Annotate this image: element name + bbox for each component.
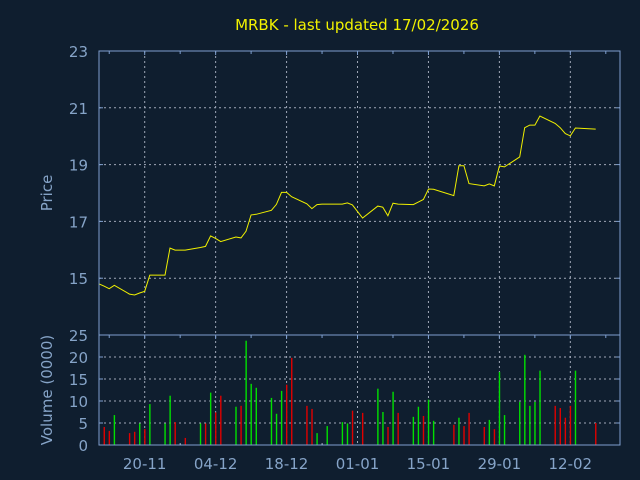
volume-tick-label: 0 — [78, 437, 88, 455]
volume-bar — [235, 406, 237, 445]
price-tick-label: 17 — [69, 213, 88, 231]
volume-tick-label: 15 — [69, 371, 88, 389]
volume-bar — [397, 412, 399, 445]
volume-axis-label: Volume (0000) — [38, 335, 56, 445]
volume-bar — [534, 401, 536, 445]
volume-bar — [458, 417, 460, 445]
price-grid — [99, 51, 620, 445]
volume-bar — [427, 399, 430, 445]
price-tick-label: 23 — [69, 43, 88, 61]
volume-bar — [103, 426, 105, 445]
volume-bar — [498, 371, 501, 445]
volume-bar — [554, 405, 556, 445]
price-tick-label: 15 — [69, 270, 88, 288]
volume-bar — [245, 340, 247, 445]
date-tick-label: 01-01 — [336, 455, 380, 473]
price-tick-label: 21 — [69, 100, 88, 118]
volume-bar — [240, 405, 242, 445]
volume-bar — [432, 420, 435, 445]
volume-bar — [270, 397, 273, 445]
volume-bar — [139, 423, 141, 445]
volume-bar — [361, 412, 364, 445]
volume-bar — [524, 354, 526, 445]
volume-bar — [422, 415, 425, 445]
volume-bar — [149, 404, 151, 445]
volume-bar — [220, 395, 222, 445]
volume-bar — [179, 443, 181, 445]
date-tick-label: 20-11 — [123, 455, 167, 473]
volume-bar — [595, 423, 597, 445]
volume-tick-label: 5 — [78, 415, 88, 433]
volume-bar — [539, 370, 541, 445]
volume-bar — [412, 416, 415, 445]
chart-title: MRBK - last updated 17/02/2026 — [235, 16, 479, 34]
volume-bar — [209, 392, 212, 445]
volume-bar — [574, 370, 577, 445]
volume-bar — [280, 390, 283, 445]
volume-bar — [488, 419, 491, 445]
volume-bar — [255, 387, 257, 445]
price-series — [98, 115, 596, 296]
volume-bar — [133, 431, 136, 445]
date-tick-label: 15-01 — [407, 455, 451, 473]
volume-bar — [519, 401, 521, 445]
volume-bar — [164, 423, 166, 445]
volume-bar — [128, 433, 131, 445]
volume-tick-label: 20 — [69, 349, 88, 367]
volume-tick-label: 25 — [69, 327, 88, 345]
price-line — [98, 115, 596, 296]
volume-bar — [215, 412, 217, 445]
volume-bar — [503, 415, 506, 445]
date-tick-label: 12-02 — [549, 455, 593, 473]
volume-bar — [250, 383, 252, 445]
volume-bar — [392, 391, 394, 445]
volume-bar — [453, 424, 455, 445]
volume-bar — [483, 426, 485, 445]
price-tick-label: 19 — [69, 157, 88, 175]
axis-labels: 15 17 19 21 23 0 5 10 15 20 25 20-11 04-12 18-12 01-01… — [69, 43, 592, 473]
volume-bar — [321, 443, 323, 445]
volume-bar — [199, 423, 202, 445]
volume-bar — [113, 415, 116, 445]
date-tick-label: 04-12 — [194, 455, 238, 473]
volume-bar — [493, 429, 496, 445]
volume-bars — [103, 340, 597, 445]
date-tick-label: 18-12 — [265, 455, 309, 473]
price-axis-label: Price — [38, 175, 56, 212]
volume-bar — [291, 357, 293, 445]
volume-bar — [377, 388, 379, 445]
volume-bar — [529, 405, 531, 445]
volume-bar — [275, 413, 278, 445]
volume-bar — [316, 433, 318, 445]
volume-bar — [341, 422, 344, 445]
volume-tick-label: 10 — [69, 393, 88, 411]
volume-bar — [417, 406, 420, 445]
volume-bar — [382, 412, 384, 445]
volume-grid — [99, 356, 620, 424]
volume-bar — [144, 429, 146, 445]
volume-bar — [463, 426, 465, 445]
volume-bar — [108, 430, 111, 445]
volume-bar — [184, 437, 187, 445]
volume-bar — [346, 423, 349, 445]
volume-bar — [204, 423, 207, 445]
volume-plot-frame — [98, 334, 621, 446]
volume-bar — [387, 426, 389, 445]
axes — [98, 50, 621, 446]
volume-bar — [174, 422, 176, 445]
volume-bar — [326, 426, 328, 445]
volume-bar — [559, 408, 561, 445]
volume-bar — [285, 384, 288, 445]
date-tick-label: 29-01 — [478, 455, 522, 473]
volume-bar — [351, 410, 354, 445]
volume-bar — [569, 405, 572, 445]
volume-bar — [468, 412, 470, 445]
volume-bar — [564, 417, 567, 445]
volume-bar — [306, 405, 308, 445]
volume-bar — [169, 395, 171, 445]
volume-bar — [311, 408, 313, 445]
